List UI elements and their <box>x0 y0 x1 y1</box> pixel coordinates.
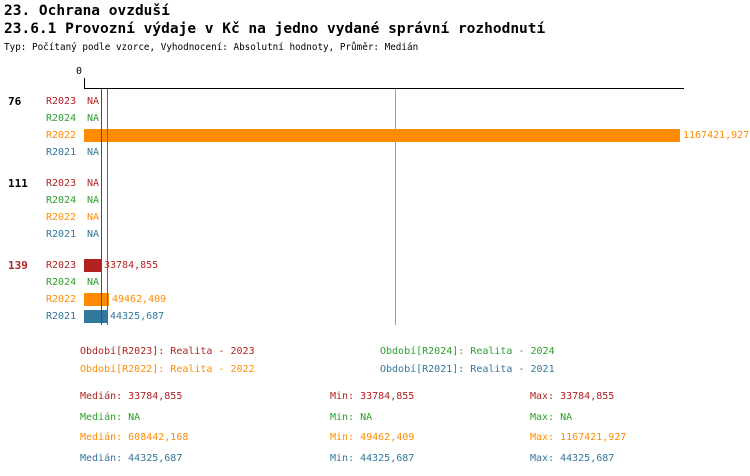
stat-max-R2024: Max: NA <box>530 412 573 423</box>
na-label: NA <box>87 212 100 223</box>
na-label: NA <box>87 195 100 206</box>
bar-R2023 <box>84 259 101 272</box>
legend-item-R2024: Období[R2024]: Realita - 2024 <box>380 346 555 357</box>
chart-row: R2023 NA <box>0 93 750 110</box>
bar-R2022 <box>84 293 109 306</box>
chart-row: R2022 49462,409 <box>0 291 750 308</box>
bar-R2022 <box>84 129 680 142</box>
stat-median-R2023: Medián: 33784,855 <box>80 391 183 402</box>
na-label: NA <box>87 277 100 288</box>
axis-zero-label: 0 <box>75 66 82 77</box>
chart-row: R2023 NA <box>0 175 750 192</box>
stat-max-R2023: Max: 33784,855 <box>530 391 615 402</box>
stat-min-R2024: Min: NA <box>330 412 373 423</box>
group-label-111: 111 <box>8 177 28 190</box>
value-label: 49462,409 <box>112 294 167 305</box>
bar-R2021 <box>84 310 107 323</box>
chart-row: R2021 NA <box>0 144 750 161</box>
series-label: R2024 <box>46 277 77 288</box>
chart-row: R2021 NA <box>0 226 750 243</box>
group-label-76: 76 <box>8 95 22 108</box>
x-axis-line <box>84 88 684 89</box>
na-label: NA <box>87 147 100 158</box>
chart-row: R2024 NA <box>0 274 750 291</box>
series-label: R2024 <box>46 195 77 206</box>
legend-item-R2021: Období[R2021]: Realita - 2021 <box>380 364 555 375</box>
section-title: 23. Ochrana ovzduší <box>4 3 170 19</box>
chart-row: R2024 NA <box>0 192 750 209</box>
na-label: NA <box>87 178 100 189</box>
indicator-title: 23.6.1 Provozní výdaje v Kč na jedno vyd… <box>4 21 546 37</box>
na-label: NA <box>87 113 100 124</box>
stat-median-R2024: Medián: NA <box>80 412 141 423</box>
series-label: R2023 <box>46 178 77 189</box>
stat-min-R2022: Min: 49462,409 <box>330 432 415 443</box>
stat-min-R2023: Min: 33784,855 <box>330 391 415 402</box>
x-axis-tick <box>84 78 85 88</box>
group-label-139: 139 <box>8 259 28 272</box>
series-label: R2022 <box>46 294 77 305</box>
median-line-R2022 <box>395 89 396 325</box>
chart-row: R2022 1167421,927 <box>0 127 750 144</box>
median-line-R2021 <box>107 89 108 325</box>
value-label: 44325,687 <box>110 311 165 322</box>
chart-row: R2024 NA <box>0 110 750 127</box>
series-label: R2022 <box>46 212 77 223</box>
legend-item-R2022: Období[R2022]: Realita - 2022 <box>80 364 255 375</box>
series-label: R2023 <box>46 260 77 271</box>
median-line-R2023 <box>101 89 102 325</box>
chart-row: R2022 NA <box>0 209 750 226</box>
series-label: R2021 <box>46 311 77 322</box>
stat-min-R2021: Min: 44325,687 <box>330 453 415 464</box>
stat-median-R2021: Medián: 44325,687 <box>80 453 183 464</box>
chart-subtitle: Typ: Počítaný podle vzorce, Vyhodnocení:… <box>4 42 419 53</box>
value-label: 33784,855 <box>104 260 159 271</box>
chart-row: R2021 44325,687 <box>0 308 750 325</box>
na-label: NA <box>87 96 100 107</box>
series-label: R2021 <box>46 147 77 158</box>
stat-max-R2021: Max: 44325,687 <box>530 453 615 464</box>
value-label: 1167421,927 <box>683 130 750 141</box>
series-label: R2024 <box>46 113 77 124</box>
series-label: R2023 <box>46 96 77 107</box>
stat-max-R2022: Max: 1167421,927 <box>530 432 627 443</box>
legend-item-R2023: Období[R2023]: Realita - 2023 <box>80 346 255 357</box>
series-label: R2021 <box>46 229 77 240</box>
stat-median-R2022: Medián: 608442,168 <box>80 432 189 443</box>
na-label: NA <box>87 229 100 240</box>
series-label: R2022 <box>46 130 77 141</box>
chart-row: R2023 33784,855 <box>0 257 750 274</box>
